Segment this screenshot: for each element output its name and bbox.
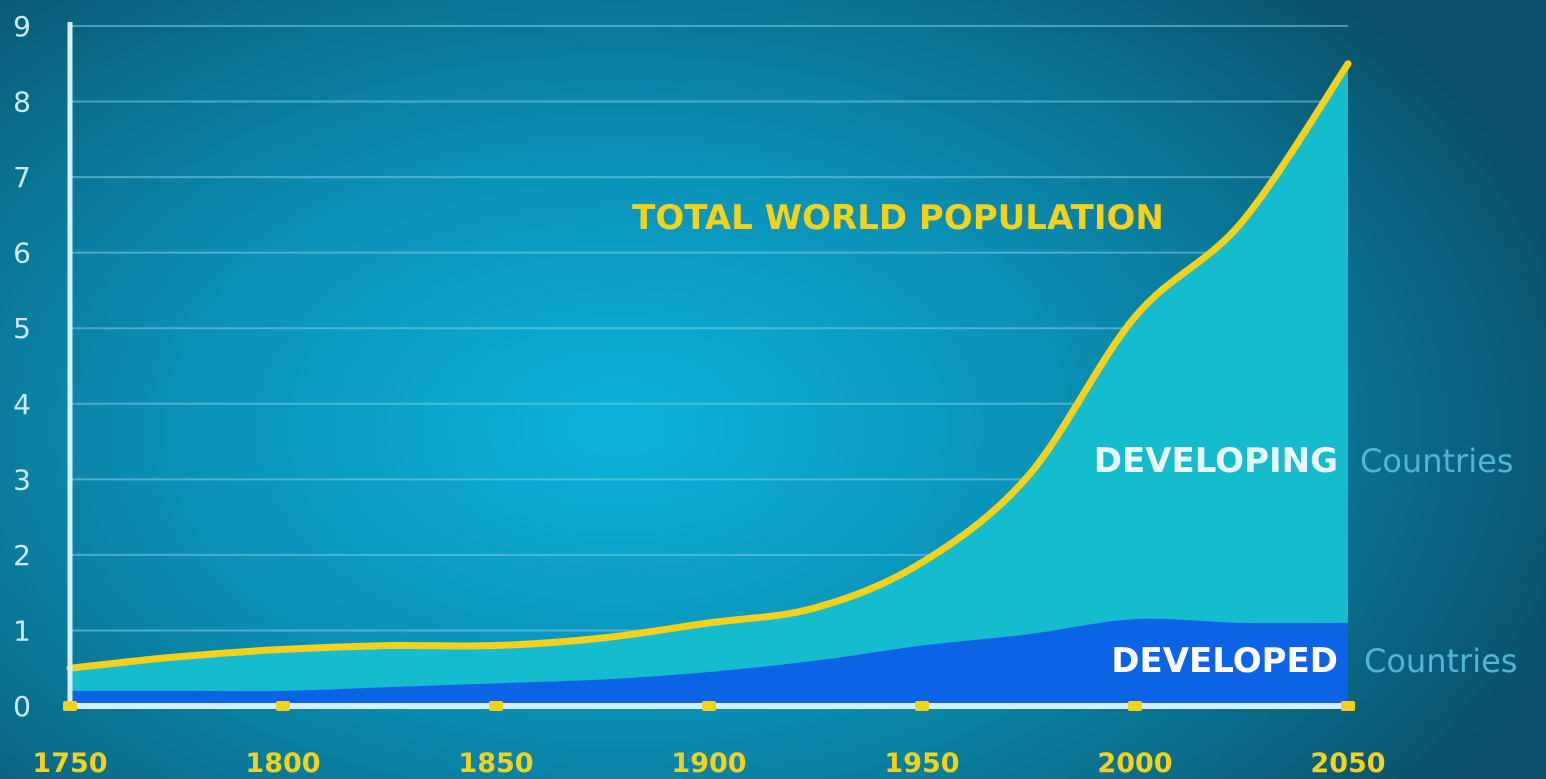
- x-tick-marker-1800: [276, 701, 290, 711]
- y-tick-label-5: 5: [13, 312, 31, 345]
- y-tick-label-9: 9: [13, 10, 31, 43]
- x-tick-label-2050: 2050: [1310, 748, 1385, 779]
- y-tick-label-6: 6: [13, 237, 31, 270]
- developed-label: DEVELOPED: [1111, 641, 1338, 681]
- y-tick-label-2: 2: [13, 539, 31, 572]
- x-tick-marker-1750: [63, 701, 77, 711]
- x-tick-label-1850: 1850: [458, 748, 533, 779]
- x-tick-label-1800: 1800: [245, 748, 320, 779]
- x-tick-label-2000: 2000: [1097, 748, 1172, 779]
- total-population-label: TOTAL WORLD POPULATION: [632, 198, 1164, 238]
- x-tick-marker-2000: [1128, 701, 1142, 711]
- x-tick-marker-1900: [702, 701, 716, 711]
- developed-area: [70, 618, 1348, 706]
- x-tick-label-1750: 1750: [32, 748, 107, 779]
- y-tick-label-4: 4: [13, 388, 31, 421]
- developed-countries-label: Countries: [1364, 642, 1517, 680]
- total-population-line: [66, 60, 1352, 672]
- y-tick-label-1: 1: [13, 614, 31, 647]
- developing-area: [70, 63, 1348, 707]
- x-tick-label-1900: 1900: [671, 748, 746, 779]
- y-tick-label-7: 7: [13, 161, 31, 194]
- x-tick-marker-1850: [489, 701, 503, 711]
- y-tick-label-8: 8: [13, 86, 31, 119]
- x-tick-marker-2050: [1341, 701, 1355, 711]
- x-tick-label-1950: 1950: [884, 748, 959, 779]
- y-tick-label-3: 3: [13, 463, 31, 496]
- x-tick-marker-1950: [915, 701, 929, 711]
- developing-countries-label: Countries: [1360, 442, 1513, 480]
- y-tick-label-0: 0: [13, 690, 31, 723]
- developing-label: DEVELOPING: [1094, 441, 1338, 481]
